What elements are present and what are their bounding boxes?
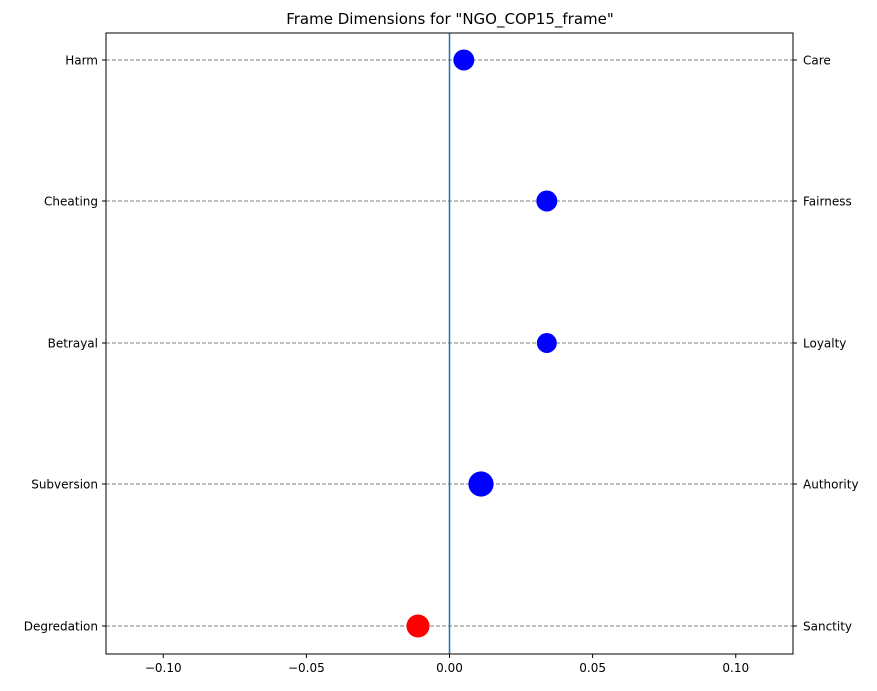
right-tick-label: Sanctity: [803, 620, 852, 634]
left-tick-label: Cheating: [44, 195, 98, 209]
right-tick-label: Fairness: [803, 195, 852, 209]
right-tick-label: Loyalty: [803, 337, 846, 351]
data-point: [453, 49, 475, 71]
x-tick-label: −0.05: [288, 661, 325, 675]
data-point: [536, 333, 557, 353]
x-tick-label: 0.05: [579, 661, 606, 675]
x-tick-label: −0.10: [145, 661, 182, 675]
data-points: [406, 49, 558, 638]
data-point: [406, 614, 430, 638]
data-point: [536, 190, 558, 212]
left-tick-label: Harm: [65, 54, 98, 68]
data-point: [468, 471, 494, 497]
chart-title: Frame Dimensions for "NGO_COP15_frame": [286, 10, 614, 29]
right-tick-label: Authority: [803, 478, 859, 492]
left-tick-label: Betrayal: [48, 337, 98, 351]
left-tick-label: Subversion: [31, 478, 98, 492]
right-axis-labels: Care Fairness Loyalty Authority Sanctity: [793, 54, 859, 634]
right-tick-label: Care: [803, 54, 831, 68]
x-tick-label: 0.00: [436, 661, 463, 675]
left-axis-labels: Harm Cheating Betrayal Subversion Degredatio…: [24, 54, 106, 634]
left-tick-label: Degredation: [24, 620, 98, 634]
x-tick-label: 0.10: [722, 661, 749, 675]
x-axis-ticks: −0.10 −0.05 0.00 0.05 0.10: [145, 654, 749, 675]
